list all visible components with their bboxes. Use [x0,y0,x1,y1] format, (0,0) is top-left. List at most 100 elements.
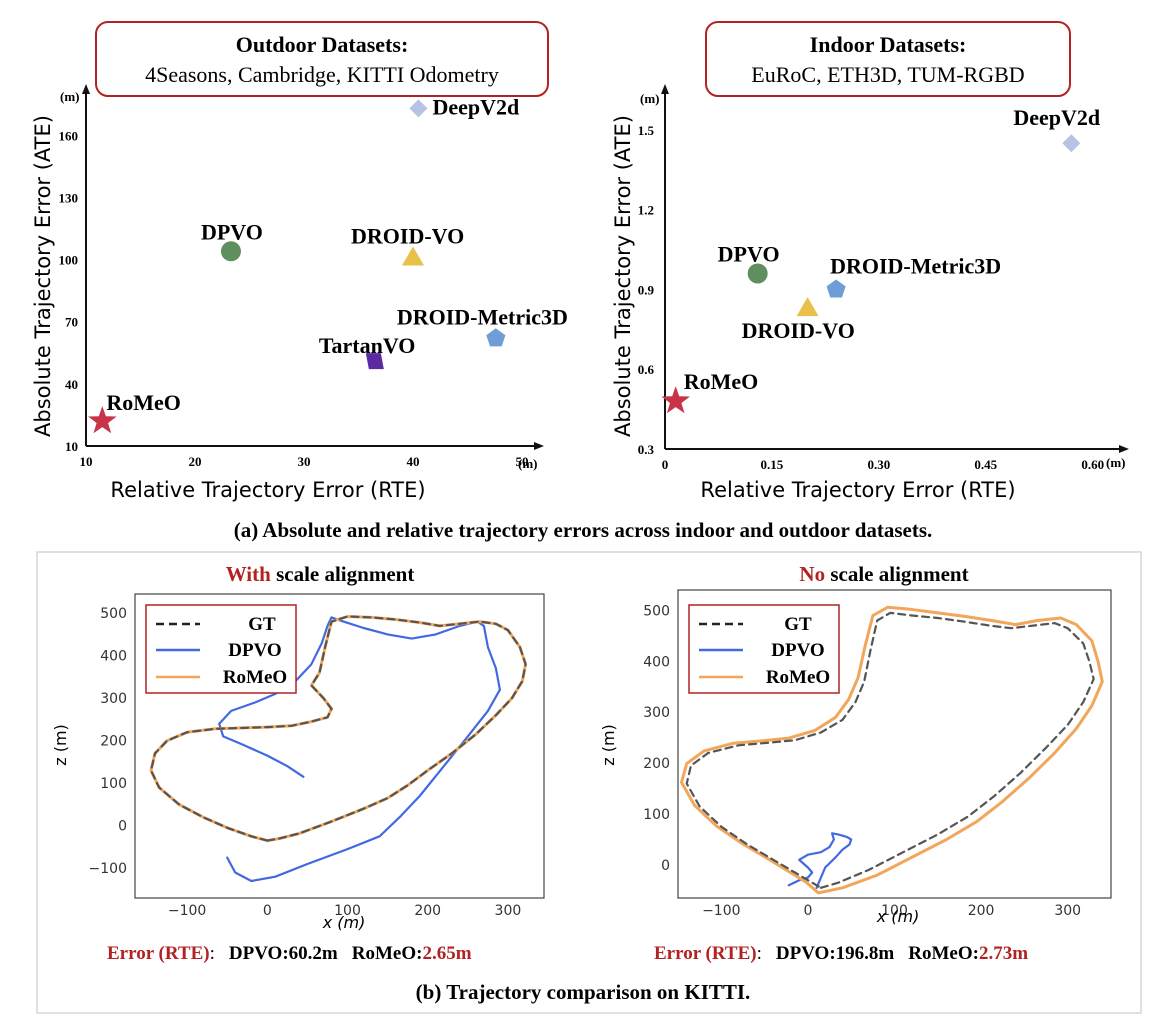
outdoor-title: Outdoor Datasets: [236,32,409,57]
caption-b: (b) Trajectory comparison on KITTI. [416,980,751,1004]
point-label: DROID-Metric3D [397,304,568,329]
droid-metric3d-marker [826,279,846,298]
traj-right-romeo-prefix: RoMeO: [908,943,979,964]
y-tick-label: 400 [643,654,670,670]
romeo-marker [88,406,117,434]
traj-right-error-sep: : [757,943,762,964]
indoor-axes [664,88,1125,450]
indoor-title-box [705,21,1071,97]
y-tick-label: 0.6 [638,362,655,377]
y-tick-label: 40 [65,377,78,392]
x-tick-label: −100 [702,903,740,919]
legend-romeo: RoMeO [223,667,287,688]
traj-right-title-rest: scale alignment [825,562,968,586]
y-tick-label: −100 [89,861,127,877]
x-tick-label: 0.60 [1081,457,1104,472]
outdoor-ticks: 10 20 30 40 50 10 40 70 100 130 160 [59,128,529,469]
x-tick-label: 0 [662,457,669,472]
x-tick-label: 0.30 [867,457,890,472]
traj-left-title: With scale alignment [226,562,415,586]
traj-right-ylabel: z (m) [599,724,618,766]
indoor-title: Indoor Datasets: [810,32,967,57]
indoor-points: DeepV2d DPVO DROID-Metric3D DROID-VO RoMeO [661,105,1100,414]
y-tick-label: 100 [643,807,670,823]
traj-right-title-red: No [799,562,825,586]
y-tick-label: 0 [661,858,670,874]
point-label: DPVO [718,242,780,267]
traj-left-romeo-prefix: RoMeO: [352,943,423,964]
x-tick-label: 20 [189,454,202,469]
y-tick-label: 10 [65,439,78,454]
y-tick-label: 300 [100,691,127,707]
y-tick-label: 0.3 [638,442,655,457]
legend-gt: GT [248,614,276,635]
traj-left-error: Error (RTE): DPVO:60.2m RoMeO:2.65m [107,943,472,964]
dpvo-trajectory [218,616,501,883]
y-tick-label: 1.5 [638,123,655,138]
gt-trajectory [149,615,527,842]
traj-right: No scale alignment −100 0 100 200 300 0 100 200… [599,562,1112,964]
outdoor-y-unit: (m) [60,89,80,104]
x-tick-label: 200 [968,903,995,919]
traj-left-legend: GT DPVO RoMeO [145,604,297,694]
droid-vo-marker [796,297,819,317]
legend-dpvo-right: DPVO [771,640,824,661]
traj-left-romeo-error: 2.65m [422,943,471,964]
traj-left: With scale alignment −100 0 100 200 300 −100 0… [51,562,545,964]
outdoor-y-arrow [82,84,90,94]
outdoor-title-box [95,21,549,97]
x-tick-label: 100 [881,903,908,919]
point-label: DeepV2d [1013,105,1100,130]
droid-vo-marker [402,246,424,266]
x-tick-label: 0 [263,903,272,919]
y-tick-label: 400 [100,649,127,665]
y-tick-label: 160 [59,128,79,143]
traj-right-dpvo-error: DPVO:196.8m [776,943,895,964]
traj-right-xlabel: x (m) [876,907,920,926]
point-label: TartanVO [319,333,416,358]
indoor-ticks: 0 0.15 0.30 0.45 0.60 0.3 0.6 0.9 1.2 1.5 [638,123,1104,472]
indoor-x-unit: (m) [1106,455,1126,470]
traj-left-dpvo-error: DPVO:60.2m [229,943,338,964]
traj-left-ylabel: z (m) [51,724,70,766]
indoor-xlabel: Relative Trajectory Error (RTE) [700,478,1015,502]
legend-dpvo: DPVO [228,640,281,661]
traj-left-error-sep: : [210,943,215,964]
y-tick-label: 1.2 [638,203,654,218]
traj-right-ticks: −100 0 100 200 300 0 100 200 300 400 500 [643,603,1081,919]
traj-right-title: No scale alignment [799,562,968,586]
gt-trajectory [685,611,1095,889]
point-label: DROID-VO [351,224,464,249]
outdoor-subtitle: 4Seasons, Cambridge, KITTI Odometry [145,62,499,87]
traj-right-lines [680,605,1104,895]
y-tick-label: 500 [643,603,670,619]
dpvo-marker [747,263,768,284]
x-tick-label: −100 [168,903,206,919]
x-tick-label: 10 [80,454,93,469]
y-tick-label: 500 [100,606,127,622]
point-label: DeepV2d [432,94,519,119]
indoor-y-arrow [661,84,669,94]
outdoor-ylabel: Absolute Trajectory Error (ATE) [31,115,55,437]
y-tick-label: 100 [59,253,79,268]
y-tick-label: 200 [643,756,670,772]
traj-left-xlabel: x (m) [322,913,366,932]
point-label: RoMeO [106,390,181,415]
deepv2d-marker [409,99,428,118]
y-tick-label: 0 [118,819,127,835]
x-tick-label: 300 [495,903,522,919]
traj-left-ticks: −100 0 100 200 300 −100 0 100 200 300 400 500 [89,606,522,919]
legend-romeo-right: RoMeO [766,667,830,688]
point-label: DPVO [201,219,263,244]
x-tick-label: 40 [407,454,420,469]
outdoor-xlabel: Relative Trajectory Error (RTE) [110,478,425,502]
traj-left-lines [149,615,528,883]
point-label: RoMeO [684,369,759,394]
tartanvo-marker [365,353,384,370]
traj-left-title-red: With [226,562,271,586]
indoor-ylabel: Absolute Trajectory Error (ATE) [611,115,635,437]
indoor-y-unit: (m) [640,91,660,106]
outdoor-axes [85,88,540,447]
y-tick-label: 70 [65,315,78,330]
legend-gt-right: GT [784,614,812,635]
